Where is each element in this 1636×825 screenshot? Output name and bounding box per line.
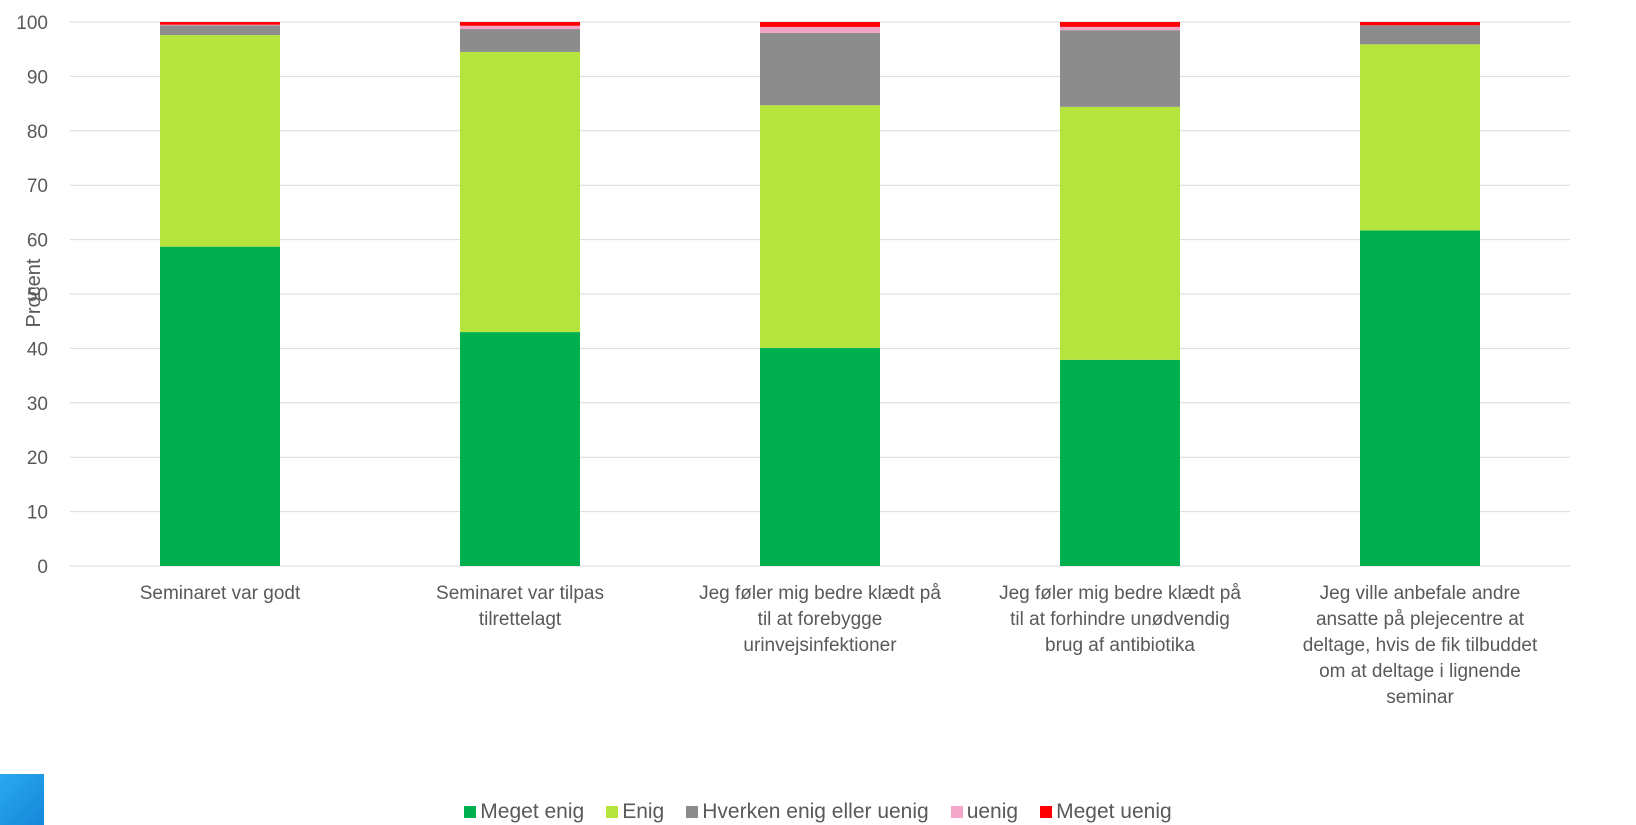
category-label: til at forhindre unødvendig bbox=[1010, 609, 1230, 630]
category-labels: Seminaret var godt Seminaret var tilpas ti… bbox=[140, 583, 1538, 708]
bar-segment bbox=[160, 25, 280, 36]
y-tick-label: 90 bbox=[27, 67, 48, 88]
y-tick-label: 0 bbox=[37, 557, 48, 578]
legend-item: Hverken enig eller uenig bbox=[686, 800, 929, 824]
y-tick-label: 10 bbox=[27, 503, 48, 524]
bar-segment bbox=[1060, 26, 1180, 31]
y-tick-label: 80 bbox=[27, 122, 48, 143]
bar-segment bbox=[460, 25, 580, 30]
y-tick-label: 40 bbox=[27, 339, 48, 360]
bar-segment bbox=[1060, 22, 1180, 27]
legend-swatch bbox=[606, 806, 619, 818]
bar-segment bbox=[160, 22, 280, 25]
bar-segment bbox=[760, 26, 880, 33]
category-label: Seminaret var godt bbox=[140, 583, 301, 604]
legend-label: uenig bbox=[966, 800, 1019, 823]
legend-swatch bbox=[464, 806, 477, 818]
bar-segment bbox=[1360, 25, 1480, 45]
y-axis-label: Procent bbox=[23, 258, 45, 327]
y-tick-label: 50 bbox=[27, 285, 48, 306]
legend-swatch bbox=[686, 806, 699, 818]
category-label: Seminaret var tilpas bbox=[436, 583, 604, 604]
bar-segment bbox=[460, 51, 580, 333]
category-label: tilrettelagt bbox=[479, 609, 562, 630]
bar-segment bbox=[760, 22, 880, 27]
bar-segment bbox=[160, 246, 280, 566]
category-label: Jeg ville anbefale andre bbox=[1320, 583, 1521, 604]
legend-label: Hverken enig eller uenig bbox=[702, 800, 929, 823]
y-tick-label: 70 bbox=[27, 176, 48, 197]
y-tick-label: 30 bbox=[27, 394, 48, 415]
bar-segment bbox=[460, 332, 580, 566]
bar-segment bbox=[160, 24, 280, 26]
category-label: ansatte på plejecentre at bbox=[1316, 609, 1525, 630]
bar-segment bbox=[760, 32, 880, 106]
legend-item: Meget uenig bbox=[1040, 800, 1172, 824]
category-label: deltage, hvis de fik tilbuddet bbox=[1303, 635, 1538, 656]
bar-segment bbox=[460, 22, 580, 26]
legend-label: Meget enig bbox=[480, 800, 585, 823]
y-tick-label: 20 bbox=[27, 448, 48, 469]
category-label: seminar bbox=[1386, 687, 1454, 708]
y-tick-label: 60 bbox=[27, 231, 48, 252]
stacked-bar-chart: 0 10 20 30 40 50 60 70 80 90 100 Seminaret var god… bbox=[16, 13, 1570, 708]
bar-segment bbox=[1060, 106, 1180, 360]
bar-segment bbox=[1360, 230, 1480, 567]
bar-segment bbox=[460, 29, 580, 52]
bars bbox=[160, 22, 1480, 567]
category-label: til at forebygge bbox=[758, 609, 883, 630]
category-label: Jeg føler mig bedre klædt på bbox=[699, 583, 941, 604]
legend-label: Enig bbox=[622, 800, 665, 823]
bar-segment bbox=[1360, 22, 1480, 26]
bar-segment bbox=[760, 105, 880, 348]
category-label: om at deltage i lignende bbox=[1319, 661, 1521, 682]
bar-segment bbox=[1060, 30, 1180, 107]
legend-swatch bbox=[950, 806, 963, 818]
y-axis-ticks: 0 10 20 30 40 50 60 70 80 90 100 bbox=[16, 13, 48, 578]
corner-logo-block bbox=[0, 774, 44, 825]
category-label: urinvejsinfektioner bbox=[743, 635, 897, 656]
legend-label: Meget uenig bbox=[1056, 800, 1172, 823]
bar-segment bbox=[760, 347, 880, 566]
bar-segment bbox=[1360, 44, 1480, 231]
legend-item: Enig bbox=[606, 800, 664, 824]
legend-item: uenig bbox=[950, 800, 1019, 824]
bar-segment bbox=[160, 35, 280, 247]
category-label: Jeg føler mig bedre klædt på bbox=[999, 583, 1241, 604]
category-label: brug af antibiotika bbox=[1045, 635, 1195, 656]
legend: Meget enig Enig Hverken enig eller uenig ue… bbox=[0, 800, 1636, 824]
legend-swatch bbox=[1040, 806, 1053, 818]
legend-item: Meget enig bbox=[464, 800, 584, 824]
y-tick-label: 100 bbox=[16, 13, 48, 34]
bar-segment bbox=[1060, 359, 1180, 566]
